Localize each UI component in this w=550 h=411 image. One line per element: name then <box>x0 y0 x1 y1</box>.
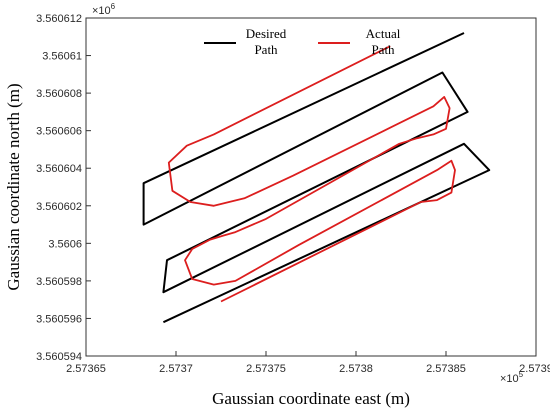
x-tick-label: 2.57385 <box>426 363 466 375</box>
x-axis-ticks: 2.57365 2.5737 2.57375 2.5738 2.57385 2.5739 <box>66 351 550 375</box>
legend: Desired Path Actual Path <box>204 26 401 57</box>
legend-label-desired-line1: Desired <box>246 26 287 41</box>
y-tick-label: 3.560612 <box>36 13 82 25</box>
y-tick-label: 3.56061 <box>42 51 82 63</box>
y-tick-label: 3.560604 <box>36 163 82 175</box>
x-tick-label: 2.57365 <box>66 363 106 375</box>
plot-area <box>85 17 537 357</box>
series-layer <box>142 32 491 324</box>
y-axis-label: Gaussian coordinate north (m) <box>4 83 23 290</box>
y-tick-label: 3.560596 <box>36 313 82 325</box>
x-axis-label: Gaussian coordinate east (m) <box>212 389 410 408</box>
y-tick-label: 3.560608 <box>36 88 82 100</box>
legend-label-actual-line1: Actual <box>366 26 401 41</box>
x-exponent-label: ×105 <box>500 370 524 385</box>
y-tick-label: 3.560594 <box>36 351 82 363</box>
x-tick-label: 2.5738 <box>339 363 373 375</box>
x-tick-label: 2.57375 <box>246 363 286 375</box>
x-tick-label: 2.5739 <box>519 363 550 375</box>
x-tick-label: 2.5737 <box>159 363 193 375</box>
legend-label-actual-line2: Path <box>371 42 395 57</box>
y-exponent-label: ×106 <box>92 2 116 17</box>
legend-label-desired-line2: Path <box>254 42 278 57</box>
y-tick-label: 3.560598 <box>36 276 82 288</box>
y-axis-ticks: 3.560594 3.560596 3.560598 3.5606 3.560602 3.… <box>36 13 91 363</box>
y-tick-label: 3.560606 <box>36 126 82 138</box>
series-line-desired-path <box>142 32 491 324</box>
series-line-actual-path <box>167 45 456 303</box>
y-tick-label: 3.560602 <box>36 201 82 213</box>
y-tick-label: 3.5606 <box>48 238 82 250</box>
